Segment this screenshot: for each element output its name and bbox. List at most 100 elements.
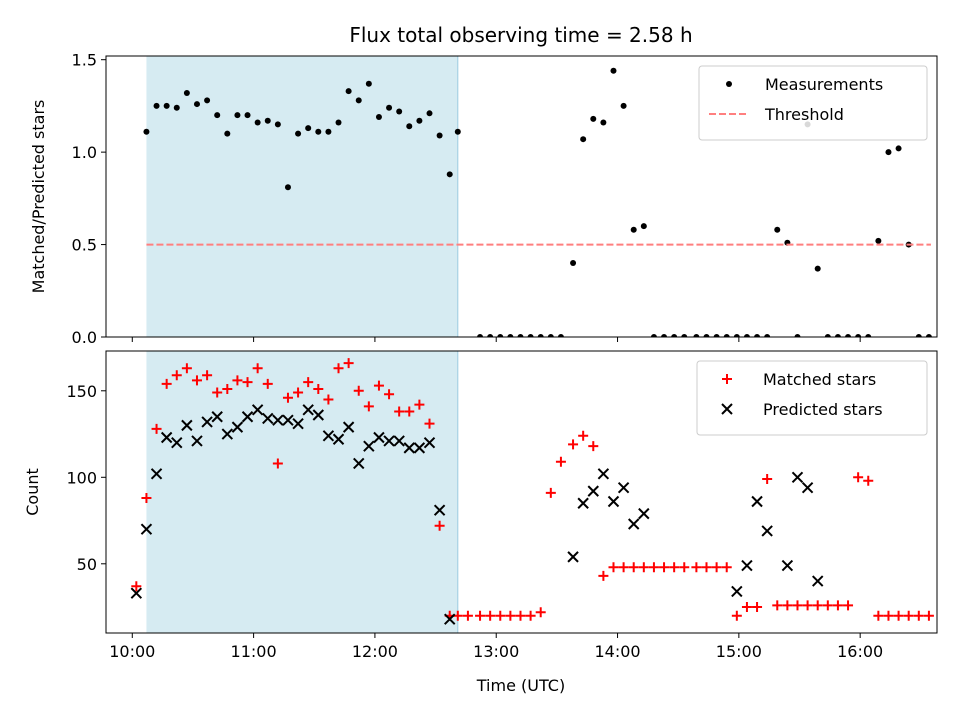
bottom-matched-stars-point xyxy=(608,562,619,573)
top-measurements-point xyxy=(183,89,190,96)
bottom-predicted-stars-point xyxy=(181,419,193,432)
bottom-matched-stars-point xyxy=(151,423,162,434)
bottom-predicted-stars-point xyxy=(241,411,254,423)
top-measurements-point xyxy=(620,102,627,109)
bottom-matched-stars-point xyxy=(792,600,803,611)
bottom-matched-stars-point xyxy=(691,562,702,573)
bottom-legend-box xyxy=(696,360,928,436)
bottom-matched-stars-point xyxy=(832,600,843,611)
top-measurements-point xyxy=(477,334,484,337)
top-measurements-point xyxy=(814,265,821,272)
bottom-legend-label: Predicted stars xyxy=(763,400,883,419)
top-legend: Measurements Threshold xyxy=(698,65,928,141)
top-measurements-point xyxy=(517,334,524,337)
panel-bottom: 50 100 150 10:00 11:00 12:00 13:00 14:00 15:00 16… xyxy=(23,350,938,661)
bottom-matched-stars-point xyxy=(731,610,742,621)
top-legend-label: Measurements xyxy=(765,75,883,94)
top-measurements-point xyxy=(875,237,882,244)
top-legend-key xyxy=(726,81,732,87)
top-legend-label: Threshold xyxy=(764,105,844,124)
bottom-matched-stars-point xyxy=(303,377,314,388)
bottom-matched-stars-point xyxy=(363,401,374,412)
top-measurements-point xyxy=(375,114,382,121)
top-measurements-point xyxy=(497,334,504,337)
top-measurements-point xyxy=(295,130,302,137)
top-measurements-point xyxy=(681,334,688,337)
bottom-matched-stars-point xyxy=(883,610,894,621)
top-measurements-point xyxy=(537,334,544,337)
x-tick-label: 10:00 xyxy=(109,642,155,661)
top-measurements-point xyxy=(723,334,730,337)
bottom-matched-stars-point xyxy=(462,610,473,621)
top-measurements-point xyxy=(600,119,607,126)
bottom-legend-key xyxy=(722,374,732,384)
top-measurements-point xyxy=(895,145,902,152)
top-measurements-point xyxy=(527,334,534,337)
bottom-matched-stars-point xyxy=(659,562,670,573)
bottom-matched-stars-point xyxy=(282,392,293,403)
bottom-matched-stars-point xyxy=(212,387,223,398)
top-measurements-point xyxy=(580,136,587,143)
bottom-matched-stars-point xyxy=(252,363,263,374)
top-measurements-point xyxy=(284,184,291,191)
bottom-matched-stars-point xyxy=(293,387,304,398)
top-measurements-point xyxy=(274,121,281,128)
top-measurements-point xyxy=(703,334,710,337)
top-measurements-point xyxy=(640,223,647,230)
top-y-axis-title: Matched/Predicted stars xyxy=(29,100,48,294)
bottom-matched-stars-point xyxy=(913,610,924,621)
top-y-tick-label: 0.5 xyxy=(72,236,97,255)
bottom-matched-stars-point xyxy=(628,562,639,573)
bottom-y-axis-title: Count xyxy=(23,468,42,516)
bottom-matched-stars-point xyxy=(893,610,904,621)
bottom-predicted-stars-point xyxy=(751,495,763,508)
bottom-matched-stars-point xyxy=(272,458,283,469)
top-measurements-point xyxy=(214,112,221,119)
bottom-matched-stars-point xyxy=(222,384,233,395)
top-measurements-point xyxy=(915,334,922,337)
bottom-predicted-stars-point xyxy=(150,468,163,480)
bottom-matched-stars-point xyxy=(701,562,712,573)
bottom-matched-stars-point xyxy=(843,600,854,611)
x-tick-label: 12:00 xyxy=(352,642,398,661)
bottom-matched-stars-point xyxy=(333,363,344,374)
chart-title: Flux total observing time = 2.58 h xyxy=(349,23,692,47)
bottom-predicted-stars-point xyxy=(262,412,274,425)
bottom-matched-stars-point xyxy=(752,602,763,613)
top-measurements-point xyxy=(547,334,554,337)
top-measurements-point xyxy=(713,334,720,337)
top-measurements-point xyxy=(824,334,831,337)
bottom-predicted-stars-point xyxy=(801,481,814,494)
top-measurements-point xyxy=(345,88,352,95)
bottom-matched-stars-point xyxy=(762,474,773,485)
top-measurements-point xyxy=(693,334,700,337)
bottom-predicted-stars-point xyxy=(322,430,335,442)
top-measurements-point xyxy=(386,104,393,111)
bottom-predicted-stars-point xyxy=(272,414,284,426)
panel-top: 0.0 0.5 1.0 1.5 Matched/Predicted stars Measu… xyxy=(29,51,938,347)
bottom-matched-stars-point xyxy=(434,520,445,531)
bottom-shaded-span xyxy=(146,351,458,633)
top-measurements-point xyxy=(163,102,170,109)
top-measurements-point xyxy=(885,149,892,156)
bottom-matched-stars-point xyxy=(373,380,384,391)
bottom-predicted-stars-point xyxy=(628,518,640,530)
top-measurements-point xyxy=(355,97,362,104)
bottom-matched-stars-point xyxy=(181,363,192,374)
bottom-predicted-stars-point xyxy=(423,436,436,449)
top-measurements-point xyxy=(590,115,597,122)
x-tick-label: 16:00 xyxy=(837,642,883,661)
bottom-matched-stars-point xyxy=(495,610,506,621)
bottom-matched-stars-point xyxy=(232,375,243,386)
bottom-predicted-stars-point xyxy=(567,551,579,563)
bottom-predicted-stars-point xyxy=(587,485,599,497)
bottom-matched-stars-point xyxy=(353,385,364,396)
top-measurements-point xyxy=(834,334,841,337)
bottom-matched-stars-point xyxy=(555,456,566,467)
bottom-matched-stars-point xyxy=(598,570,609,581)
bottom-predicted-stars-point xyxy=(201,416,213,428)
bottom-matched-stars-point xyxy=(545,487,556,498)
bottom-predicted-stars-point xyxy=(444,613,456,625)
bottom-matched-stars-point xyxy=(131,581,142,592)
